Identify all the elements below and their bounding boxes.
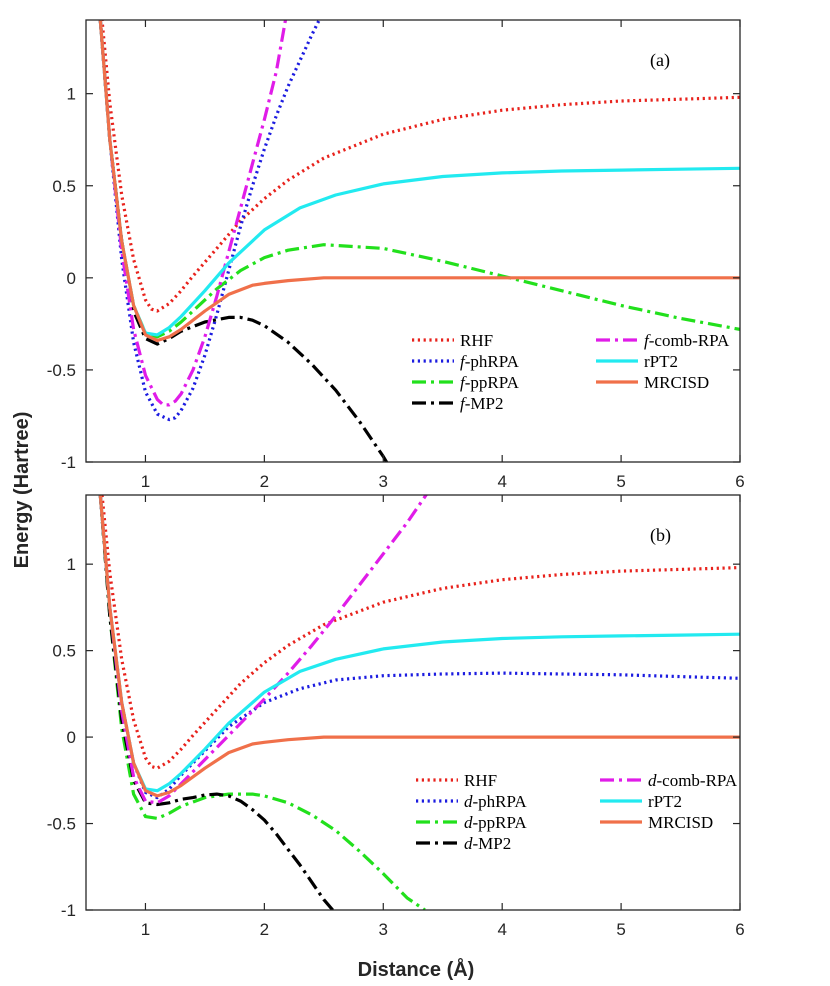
y-tick-label: 0.5	[52, 177, 76, 196]
legend-label-pprpa: d-ppRPA	[464, 813, 527, 832]
series-line-pprpa	[98, 495, 426, 910]
series-line-rpt2	[98, 20, 740, 337]
x-axis-label: Distance (Å)	[358, 957, 475, 981]
legend-label-rpt2: rPT2	[644, 352, 678, 371]
panel-a: 1 2 3 4 5 6 -1 -0.5 0 0.5 1 (a) RHF f-comb-RPA f-phRPA…	[47, 19, 745, 491]
series-line-rpt2	[98, 495, 740, 793]
legend-label-rhf: RHF	[460, 331, 493, 350]
y-tick-label: 0	[67, 728, 76, 747]
y-tick-label: 1	[67, 555, 76, 574]
x-tick-label: 2	[260, 920, 269, 939]
legend-label-phrpa: d-phRPA	[464, 792, 527, 811]
panel-label: (b)	[650, 525, 671, 546]
axes-frame	[85, 19, 741, 463]
series-line-mrci	[98, 20, 740, 343]
series-line-phrpa	[98, 495, 740, 800]
legend-label-rhf: RHF	[464, 771, 497, 790]
x-tick-label: 5	[616, 472, 625, 491]
legend-label-mp2: d-MP2	[464, 834, 511, 853]
panel-label: (a)	[650, 50, 670, 71]
x-tick-label: 3	[379, 472, 388, 491]
series-line-mp2	[98, 20, 389, 462]
y-tick-label: 1	[67, 85, 76, 104]
series-line-comb	[98, 20, 288, 407]
y-axis-label: Energy (Hartree)	[11, 412, 33, 569]
x-tick-label: 1	[141, 472, 150, 491]
legend-label-phrpa: f-phRPA	[460, 352, 520, 371]
series-line-comb	[98, 495, 429, 805]
series-line-mp2	[98, 495, 335, 910]
series-line-mrci	[98, 495, 740, 798]
y-tick-label: 0	[67, 269, 76, 288]
legend-label-mrci: MRCISD	[648, 813, 713, 832]
legend: RHF f-comb-RPA f-phRPA rPT2 f-ppRPA MRCISD f-M…	[412, 331, 730, 413]
x-tick-label: 6	[735, 472, 744, 491]
panel-b: 1 2 3 4 5 6 -1 -0.5 0 0.5 1 (b) RHF d-comb-RPA d-phRPA…	[47, 494, 745, 939]
x-tick-label: 3	[379, 920, 388, 939]
x-tick-label: 5	[616, 920, 625, 939]
legend-label-mp2: f-MP2	[460, 394, 503, 413]
x-tick-label: 4	[497, 472, 506, 491]
x-tick-label: 6	[735, 920, 744, 939]
x-tick-label: 2	[260, 472, 269, 491]
legend-label-comb: f-comb-RPA	[644, 331, 730, 350]
legend-label-comb: d-comb-RPA	[648, 771, 738, 790]
legend: RHF d-comb-RPA d-phRPA rPT2 d-ppRPA MRCISD d-M…	[416, 771, 738, 853]
y-tick-label: -0.5	[47, 361, 76, 380]
y-tick-label: 0.5	[52, 642, 76, 661]
series-line-rhf	[100, 495, 740, 770]
axes-frame	[85, 494, 741, 911]
legend-label-rpt2: rPT2	[648, 792, 682, 811]
y-tick-label: -1	[61, 901, 76, 920]
series-line-phrpa	[98, 20, 322, 422]
y-tick-label: -1	[61, 453, 76, 472]
x-tick-label: 1	[141, 920, 150, 939]
y-tick-label: -0.5	[47, 815, 76, 834]
legend-label-mrci: MRCISD	[644, 373, 709, 392]
x-tick-label: 4	[497, 920, 506, 939]
series-line-rhf	[100, 20, 740, 313]
legend-label-pprpa: f-ppRPA	[460, 373, 520, 392]
